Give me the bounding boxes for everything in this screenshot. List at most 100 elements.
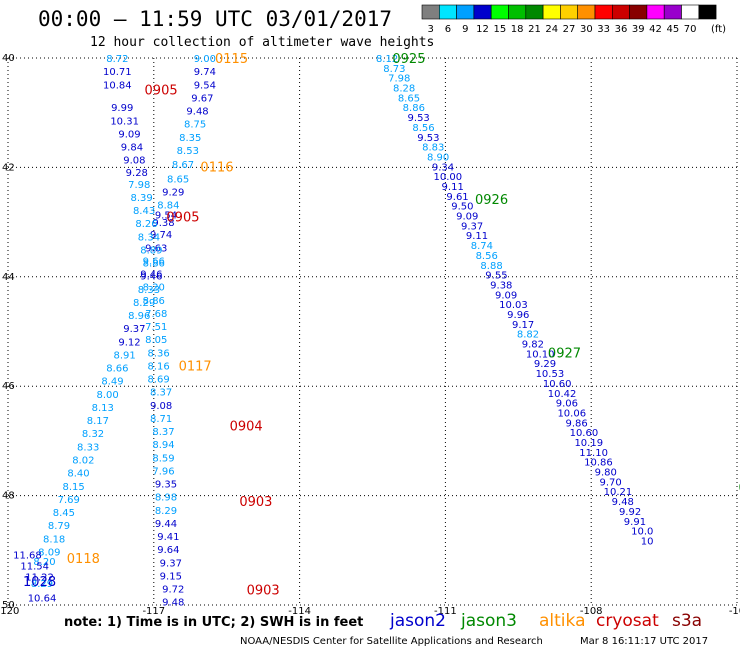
wave-height-label: 9.08 [123, 156, 145, 167]
scale-label: 6 [445, 24, 451, 35]
wave-height-label: 8.09 [38, 547, 60, 558]
wave-height-label: 8.69 [148, 375, 170, 386]
pass-time-label: 0926 [475, 193, 508, 208]
wave-height-label: 8.29 [155, 506, 177, 517]
scale-label: 45 [666, 24, 679, 35]
wave-height-label: 9.38 [490, 280, 512, 291]
wave-height-label: 8.34 [138, 232, 160, 243]
scale-swatch [525, 4, 544, 20]
wave-height-label: 10.60 [543, 379, 572, 390]
wave-height-label: 8.84 [157, 201, 179, 212]
scale-label: 18 [511, 24, 524, 35]
wave-height-label: 10.53 [536, 369, 565, 380]
satellite-name: jason2 [389, 611, 446, 631]
scale-label: 3 [427, 24, 433, 35]
wave-height-label: 9.80 [595, 468, 617, 479]
scale-swatch [473, 4, 492, 20]
satellite-name: jason3 [460, 611, 517, 631]
wave-height-label: 10.31 [110, 116, 139, 127]
scale-label: 12 [476, 24, 489, 35]
wave-height-label: 9.74 [150, 230, 172, 241]
wave-height-label: 8.86 [143, 296, 165, 307]
scale-label: 24 [545, 24, 558, 35]
wave-height-label: 8.29 [31, 579, 53, 590]
wave-height-label: 11.68 [13, 551, 42, 562]
pass-time-label: 0117 [179, 359, 212, 374]
wave-height-label: 9.41 [157, 532, 179, 543]
wave-height-label: 9.96 [507, 310, 529, 321]
x-tick-label: -108 [580, 606, 603, 617]
wave-height-label: 11.22 [25, 573, 54, 584]
scale-label: 15 [493, 24, 506, 35]
wave-height-label: 8.02 [72, 455, 94, 466]
scale-swatch [646, 4, 665, 20]
wave-height-label: 9.70 [600, 477, 622, 488]
wave-height-label: 9.48 [186, 107, 208, 118]
wave-height-label: 8.53 [177, 146, 199, 157]
wave-height-label: 8.32 [82, 429, 104, 440]
scale-label: 42 [649, 24, 662, 35]
pass-time-label: 0903 [247, 584, 280, 599]
wave-height-label: 9.11 [466, 231, 488, 242]
wave-height-label: 8.28 [393, 84, 415, 95]
scale-swatch [663, 4, 682, 20]
grid [7, 57, 738, 606]
wave-height-label: 9.09 [118, 129, 140, 140]
color-scale: 3 6 9 12 15 18 21 24 27 30 33 36 39 42 45 70 (ft) [421, 4, 726, 35]
x-tick-label: -114 [288, 606, 311, 617]
axis-ticks: -120 -117 -114 -111 -108 -10 40 42 44 46 48 50 [0, 53, 740, 617]
wave-height-label: 9.06 [556, 399, 578, 410]
y-tick-label: 44 [2, 272, 15, 283]
wave-height-label: 9.28 [126, 168, 148, 179]
wave-height-label: 9.82 [522, 340, 544, 351]
wave-height-label: 9.29 [162, 187, 184, 198]
scale-swatch [594, 4, 613, 20]
scale-swatch [456, 4, 475, 20]
chart-title: 00:00 – 11:59 UTC 03/01/2017 [38, 7, 392, 31]
wave-height-label: 7.68 [145, 309, 167, 320]
scale-label: 21 [528, 24, 541, 35]
wave-height-label: 9.64 [157, 545, 179, 556]
x-tick-label: -10 [729, 606, 740, 617]
wave-height-label: 9.74 [194, 67, 216, 78]
scale-swatch [421, 4, 440, 20]
scale-swatch [698, 4, 717, 20]
scale-swatch [438, 4, 457, 20]
wave-height-label: 8.72 [106, 54, 128, 65]
wave-height-label: 8.86 [403, 103, 425, 114]
wave-height-label: 9.46 [140, 270, 162, 281]
satellite-name: s3a [672, 611, 702, 631]
wave-height-label: 9.72 [162, 585, 184, 596]
scale-swatch [681, 4, 700, 20]
wave-height-label: 8.59 [152, 453, 174, 464]
wave-height-label: 8.67 [172, 160, 194, 171]
wave-height-label: 10.42 [548, 389, 577, 400]
wave-height-label: 8.18 [43, 534, 65, 545]
pass-time-label: 0903 [239, 495, 272, 510]
wave-height-label: 8.05 [145, 335, 167, 346]
wave-height-label: 8.71 [150, 414, 172, 425]
footer-credit: NOAA/NESDIS Center for Satellite Applica… [240, 636, 543, 647]
wave-height-label: 8.00 [96, 390, 118, 401]
wave-height-label: 8.13 [92, 403, 114, 414]
wave-height-label: 8.12 [376, 54, 398, 65]
x-tick-label: -111 [434, 606, 457, 617]
wave-height-label: 9.44 [155, 519, 177, 530]
footer-timestamp: Mar 8 16:11:17 UTC 2017 [580, 636, 708, 647]
wave-height-label: 8.39 [131, 193, 153, 204]
wave-height-label: 9.00 [194, 54, 216, 65]
wave-height-label: 8.49 [101, 377, 123, 388]
wave-height-label: 7.69 [58, 495, 80, 506]
wave-height-label: 10.03 [499, 300, 528, 311]
wave-height-label: 8.74 [471, 241, 493, 252]
wave-height-label: 9.08 [150, 401, 172, 412]
wave-height-label: 7.98 [128, 180, 150, 191]
wave-height-label: 8.82 [517, 330, 539, 341]
wave-height-label: 10.71 [103, 67, 132, 78]
wave-height-label: 8.66 [106, 364, 128, 375]
wave-height-label: 10.0 [631, 527, 653, 538]
wave-height-label: 9.12 [118, 337, 140, 348]
wave-height-label: 8.98 [155, 493, 177, 504]
wave-height-label: 9.34 [432, 162, 454, 173]
wave-height-label: 8.17 [87, 416, 109, 427]
